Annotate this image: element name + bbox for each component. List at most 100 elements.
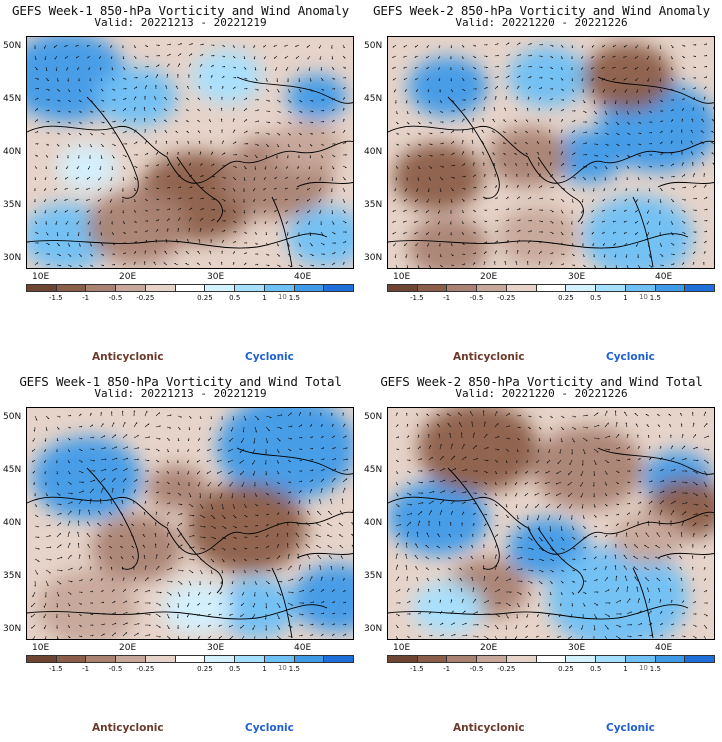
wind-arrow-head — [334, 242, 336, 244]
wind-arrow-head — [340, 555, 343, 557]
wind-arrow-head — [504, 163, 506, 165]
wind-arrow-head — [509, 545, 511, 547]
wind-arrow — [331, 447, 336, 450]
wind-arrow-head — [90, 146, 93, 148]
wind-arrow-head — [482, 118, 484, 120]
wind-arrow-head — [403, 232, 405, 235]
wind-arrow-head — [409, 600, 411, 603]
wind-arrow-head — [199, 74, 202, 77]
wind-arrow-head — [496, 240, 498, 243]
cyclonic-label: Cyclonic — [606, 351, 655, 363]
wind-arrow — [89, 498, 92, 505]
wind-arrow — [560, 536, 565, 541]
wind-arrow-head — [705, 474, 708, 476]
wind-arrow-head — [208, 108, 211, 110]
wind-arrow — [78, 470, 84, 473]
wind-arrow-head — [113, 253, 116, 256]
wind-arrow — [155, 624, 161, 628]
wind-arrow-head — [562, 263, 565, 265]
wind-arrow-head — [586, 414, 588, 417]
wind-arrow-head — [221, 418, 223, 420]
wind-arrow-head — [88, 509, 90, 512]
wind-arrow-head — [196, 460, 198, 463]
wind-arrow-head — [415, 566, 417, 568]
wind-arrow-head — [345, 231, 347, 233]
wind-arrow-head — [223, 66, 226, 68]
wind-arrow — [217, 470, 223, 474]
wind-arrow — [352, 555, 353, 557]
wind-arrow — [582, 426, 589, 428]
wind-arrow-head — [311, 469, 314, 472]
wind-arrow — [254, 580, 257, 585]
wind-arrow-head — [295, 532, 298, 535]
wind-arrow — [494, 423, 499, 428]
wind-arrow-head — [242, 430, 244, 433]
wind-arrow — [133, 129, 137, 134]
wind-arrow-head — [67, 156, 69, 159]
wind-arrow-head — [612, 78, 614, 81]
wind-arrow — [76, 220, 80, 225]
wind-arrow-head — [692, 412, 694, 414]
wind-arrow — [210, 525, 216, 529]
wind-arrow — [666, 556, 672, 560]
wind-arrow-head — [60, 522, 62, 525]
wind-arrow — [703, 423, 708, 428]
wind-arrow-head — [268, 570, 271, 572]
wind-arrow-head — [426, 423, 429, 426]
coastline — [388, 604, 689, 620]
wind-arrow-head — [661, 130, 663, 133]
wind-arrow — [406, 600, 411, 604]
wind-arrow-head — [484, 576, 486, 578]
wind-arrow-head — [671, 234, 674, 236]
wind-arrow-head — [157, 199, 160, 201]
wind-arrow — [670, 457, 675, 461]
wind-arrow-head — [615, 178, 617, 181]
wind-arrow-head — [255, 583, 257, 585]
wind-arrow-head — [34, 200, 36, 203]
wind-arrow-head — [712, 162, 714, 164]
wind-arrow-head — [100, 157, 103, 159]
wind-arrow — [243, 514, 248, 518]
wind-arrow-head — [56, 472, 58, 475]
wind-arrow — [232, 415, 235, 421]
wind-arrow — [560, 547, 565, 551]
wind-arrow-head — [322, 99, 325, 101]
wind-arrow-head — [520, 547, 523, 549]
vorticity-blob — [57, 144, 117, 190]
wind-arrow-head — [555, 494, 558, 496]
wind-arrow — [177, 415, 182, 418]
wind-arrow — [199, 514, 205, 518]
wind-arrow — [428, 500, 434, 505]
latitude-label: 45N — [3, 465, 22, 475]
wind-arrow-head — [143, 106, 146, 109]
wind-arrow-head — [170, 414, 172, 417]
wind-arrow-head — [124, 252, 126, 255]
wind-arrow — [133, 577, 136, 582]
wind-arrow-head — [177, 439, 180, 442]
wind-arrow-head — [123, 68, 126, 70]
wind-arrow — [252, 602, 256, 608]
wind-arrow — [425, 220, 430, 224]
wind-arrow-head — [440, 255, 442, 258]
wind-arrow — [670, 480, 676, 483]
wind-arrow-head — [432, 500, 434, 503]
wind-arrow-head — [585, 142, 587, 145]
wind-arrow — [516, 75, 521, 79]
wind-arrow — [667, 567, 672, 571]
wind-arrow — [229, 437, 234, 442]
wind-arrow-head — [88, 234, 91, 236]
wind-arrow — [122, 457, 129, 461]
wind-arrow-head — [298, 156, 300, 159]
wind-arrow — [122, 108, 126, 112]
wind-arrow — [287, 591, 294, 593]
colorbar-cell — [235, 285, 265, 291]
wind-arrow-head — [240, 615, 242, 617]
wind-arrow-head — [189, 584, 192, 586]
wind-arrow-head — [552, 252, 554, 254]
wind-arrow-head — [86, 199, 88, 201]
wind-arrow-head — [515, 107, 517, 110]
wind-arrow-head — [333, 623, 335, 626]
wind-arrow — [122, 421, 126, 428]
wind-arrow — [77, 531, 80, 538]
wind-arrow-head — [403, 56, 405, 58]
